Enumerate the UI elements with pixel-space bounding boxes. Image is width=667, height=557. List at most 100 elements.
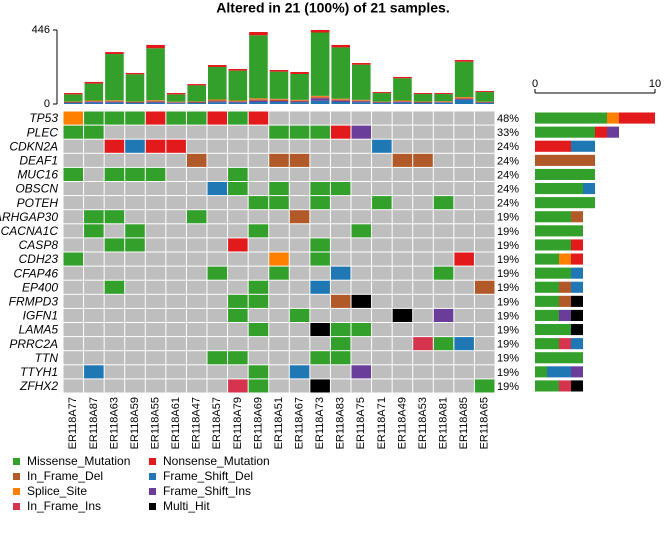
empty-cell [145,379,166,393]
mutation-cell [228,182,248,196]
gene-count-bar [571,281,583,293]
empty-cell [125,182,145,196]
mutation-cell [228,308,248,322]
empty-cell [454,238,474,252]
tmb-bar [310,100,330,104]
empty-cell [454,125,474,139]
empty-cell [289,167,310,181]
sample-label: ER118A81 [437,397,449,449]
mutation-cell [228,351,248,365]
tmb-bar [84,81,104,84]
mutation-cell [351,294,372,308]
empty-cell [474,210,495,224]
mutation-cell [84,224,104,238]
tmb-bar [249,31,268,36]
empty-cell [125,308,145,322]
empty-cell [310,337,330,351]
legend-swatch [13,503,20,510]
tmb-bar [352,100,371,102]
empty-cell [145,365,166,379]
tmb-bar [454,98,474,100]
mutation-cell [63,111,84,125]
empty-cell [474,252,495,266]
mutation-cell [145,111,166,125]
tmb-bar [290,102,309,104]
empty-cell [228,266,248,280]
empty-cell [413,308,433,322]
tmb-bar [146,48,165,101]
tmb-bar [146,101,165,102]
tmb-bar [331,44,350,48]
empty-cell [413,238,433,252]
tmb-bar [249,98,268,100]
empty-cell [372,351,392,365]
empty-cell [166,167,186,181]
mutation-cell [228,167,248,181]
percent-label: 19% [497,212,519,224]
empty-cell [63,365,84,379]
sample-label: ER118A47 [191,397,203,449]
chart-title: Altered in 21 (100%) of 21 samples. [216,0,449,16]
gene-count-bar [535,197,595,209]
empty-cell [330,167,351,181]
gene-count-bar [535,126,595,138]
empty-cell [104,182,125,196]
mutation-cell [310,196,330,210]
empty-cell [104,153,125,167]
empty-cell [413,139,433,153]
percent-label: 19% [497,381,519,393]
gene-count-bar [619,112,655,124]
empty-cell [166,210,186,224]
mutation-cell [63,125,84,139]
empty-cell [351,139,372,153]
empty-cell [330,379,351,393]
empty-cell [248,210,269,224]
empty-cell [104,252,125,266]
empty-cell [186,125,207,139]
empty-cell [392,210,413,224]
percent-label: 19% [497,282,519,294]
gene-count-bar [535,338,559,350]
empty-cell [145,323,166,337]
empty-cell [413,252,433,266]
empty-cell [310,266,330,280]
empty-cell [351,280,372,294]
empty-cell [372,337,392,351]
empty-cell [166,266,186,280]
gene-count-bar [559,281,571,293]
empty-cell [330,280,351,294]
empty-cell [392,238,413,252]
tmb-bar [290,100,309,102]
mutation-cell [413,337,433,351]
empty-cell [289,280,310,294]
empty-cell [454,266,474,280]
empty-cell [228,139,248,153]
percent-label: 19% [497,226,519,238]
y-tick-label: 446 [32,24,50,36]
empty-cell [289,224,310,238]
gene-count-bar [535,140,571,152]
empty-cell [413,365,433,379]
mutation-cell [248,111,269,125]
empty-cell [166,379,186,393]
empty-cell [166,280,186,294]
empty-cell [63,153,84,167]
mutation-cell [289,308,310,322]
mutation-cell [248,224,269,238]
empty-cell [474,125,495,139]
mutation-cell [310,323,330,337]
gene-count-bar [535,267,571,279]
tmb-bar [228,68,248,71]
mutation-cell [269,125,289,139]
legend-label: Multi_Hit [163,499,210,513]
empty-cell [372,266,392,280]
empty-cell [186,266,207,280]
empty-cell [125,125,145,139]
sample-label: ER118A77 [67,397,79,449]
tmb-bar [269,71,289,99]
empty-cell [330,252,351,266]
empty-cell [433,153,454,167]
empty-cell [228,323,248,337]
legend-swatch [149,503,156,510]
tmb-bar [331,102,350,104]
